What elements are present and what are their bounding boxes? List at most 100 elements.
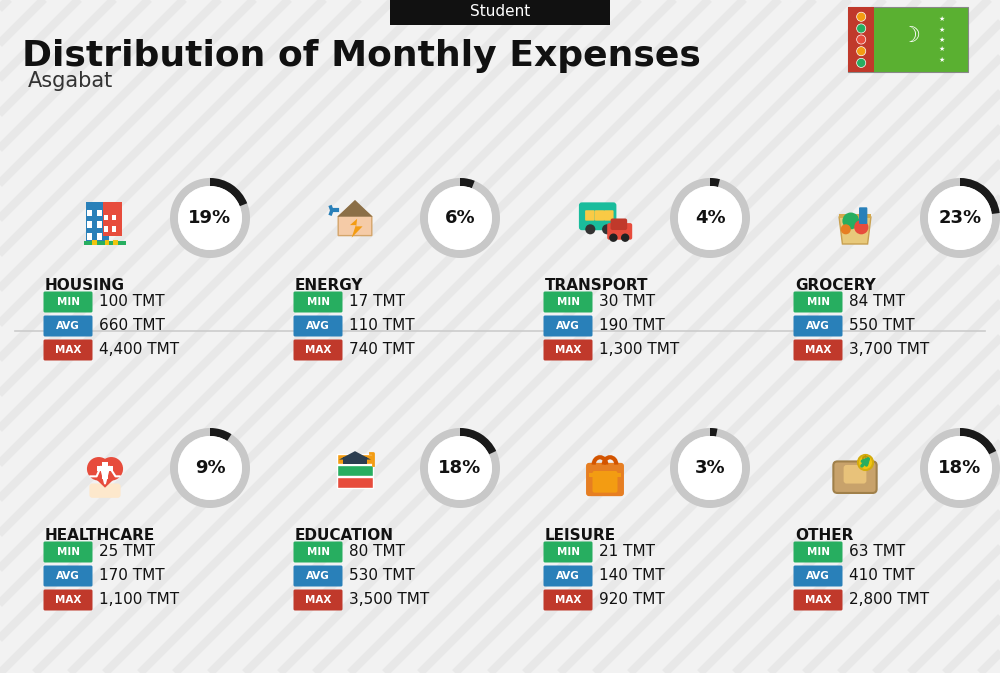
FancyBboxPatch shape [595, 210, 604, 221]
FancyBboxPatch shape [589, 473, 621, 477]
Text: 100 TMT: 100 TMT [99, 295, 165, 310]
FancyBboxPatch shape [92, 240, 97, 245]
Circle shape [621, 234, 629, 242]
Text: 63 TMT: 63 TMT [849, 544, 905, 559]
FancyBboxPatch shape [44, 339, 92, 361]
FancyBboxPatch shape [544, 316, 592, 336]
Text: AVG: AVG [56, 571, 80, 581]
FancyBboxPatch shape [294, 316, 342, 336]
Text: 80 TMT: 80 TMT [349, 544, 405, 559]
FancyBboxPatch shape [337, 454, 373, 464]
FancyBboxPatch shape [859, 207, 867, 224]
Wedge shape [960, 178, 1000, 214]
Text: 140 TMT: 140 TMT [599, 569, 665, 583]
FancyBboxPatch shape [337, 466, 373, 476]
Text: MIN: MIN [306, 547, 330, 557]
Wedge shape [460, 178, 475, 188]
Text: 18%: 18% [438, 459, 482, 477]
Polygon shape [339, 451, 371, 460]
Text: MIN: MIN [806, 547, 830, 557]
Text: ★: ★ [939, 36, 945, 42]
Text: 4,400 TMT: 4,400 TMT [99, 343, 179, 357]
FancyBboxPatch shape [544, 339, 592, 361]
Text: 1,100 TMT: 1,100 TMT [99, 592, 179, 608]
Text: 18%: 18% [938, 459, 982, 477]
FancyBboxPatch shape [86, 202, 109, 244]
Circle shape [602, 224, 612, 234]
Polygon shape [337, 200, 373, 217]
Text: AVG: AVG [306, 571, 330, 581]
FancyBboxPatch shape [87, 209, 92, 216]
Wedge shape [460, 428, 496, 454]
Wedge shape [210, 178, 247, 206]
Wedge shape [420, 178, 500, 258]
Text: 110 TMT: 110 TMT [349, 318, 415, 334]
FancyBboxPatch shape [294, 590, 342, 610]
FancyBboxPatch shape [44, 590, 92, 610]
Text: AVG: AVG [806, 571, 830, 581]
Wedge shape [960, 428, 996, 454]
FancyBboxPatch shape [112, 215, 116, 221]
FancyBboxPatch shape [794, 291, 842, 312]
FancyBboxPatch shape [794, 565, 842, 586]
Text: 3,500 TMT: 3,500 TMT [349, 592, 429, 608]
FancyBboxPatch shape [97, 209, 102, 216]
FancyBboxPatch shape [104, 226, 108, 232]
Circle shape [857, 12, 866, 22]
FancyBboxPatch shape [544, 291, 592, 312]
Text: GROCERY: GROCERY [795, 278, 876, 293]
Text: 410 TMT: 410 TMT [849, 569, 915, 583]
Text: 3%: 3% [695, 459, 725, 477]
FancyBboxPatch shape [848, 7, 874, 72]
Polygon shape [87, 471, 123, 488]
Polygon shape [338, 202, 372, 236]
Text: HOUSING: HOUSING [45, 278, 125, 293]
FancyBboxPatch shape [113, 240, 118, 245]
Wedge shape [920, 428, 1000, 508]
Polygon shape [350, 219, 363, 238]
Text: MIN: MIN [56, 297, 80, 307]
Wedge shape [710, 428, 717, 437]
FancyBboxPatch shape [833, 462, 877, 493]
Text: ENERGY: ENERGY [295, 278, 364, 293]
FancyBboxPatch shape [604, 210, 614, 221]
Text: 17 TMT: 17 TMT [349, 295, 405, 310]
Circle shape [928, 186, 992, 250]
Text: 660 TMT: 660 TMT [99, 318, 165, 334]
Circle shape [585, 224, 595, 234]
Text: 550 TMT: 550 TMT [849, 318, 915, 334]
FancyBboxPatch shape [44, 316, 92, 336]
Text: MAX: MAX [55, 595, 81, 605]
Text: 19%: 19% [188, 209, 232, 227]
Text: Distribution of Monthly Expenses: Distribution of Monthly Expenses [22, 39, 701, 73]
FancyBboxPatch shape [97, 466, 113, 471]
Circle shape [678, 186, 742, 250]
Text: 3,700 TMT: 3,700 TMT [849, 343, 929, 357]
Text: 2,800 TMT: 2,800 TMT [849, 592, 929, 608]
Wedge shape [420, 428, 500, 508]
Circle shape [857, 46, 866, 56]
Text: AVG: AVG [306, 321, 330, 331]
Text: 920 TMT: 920 TMT [599, 592, 665, 608]
Wedge shape [670, 428, 750, 508]
Circle shape [87, 457, 110, 481]
Text: MAX: MAX [805, 345, 831, 355]
FancyBboxPatch shape [44, 565, 92, 586]
FancyBboxPatch shape [544, 565, 592, 586]
FancyBboxPatch shape [103, 202, 122, 236]
Text: 23%: 23% [938, 209, 982, 227]
Text: AVG: AVG [556, 571, 580, 581]
Text: ★: ★ [939, 46, 945, 52]
Text: EDUCATION: EDUCATION [295, 528, 394, 543]
Text: Asgabat: Asgabat [28, 71, 113, 91]
Text: ☽: ☽ [900, 26, 920, 46]
FancyBboxPatch shape [544, 542, 592, 563]
FancyBboxPatch shape [294, 339, 342, 361]
Text: 84 TMT: 84 TMT [849, 295, 905, 310]
Text: MIN: MIN [556, 547, 580, 557]
Wedge shape [170, 428, 250, 508]
FancyBboxPatch shape [294, 291, 342, 312]
Circle shape [178, 436, 242, 500]
Text: LEISURE: LEISURE [545, 528, 616, 543]
Circle shape [178, 186, 242, 250]
